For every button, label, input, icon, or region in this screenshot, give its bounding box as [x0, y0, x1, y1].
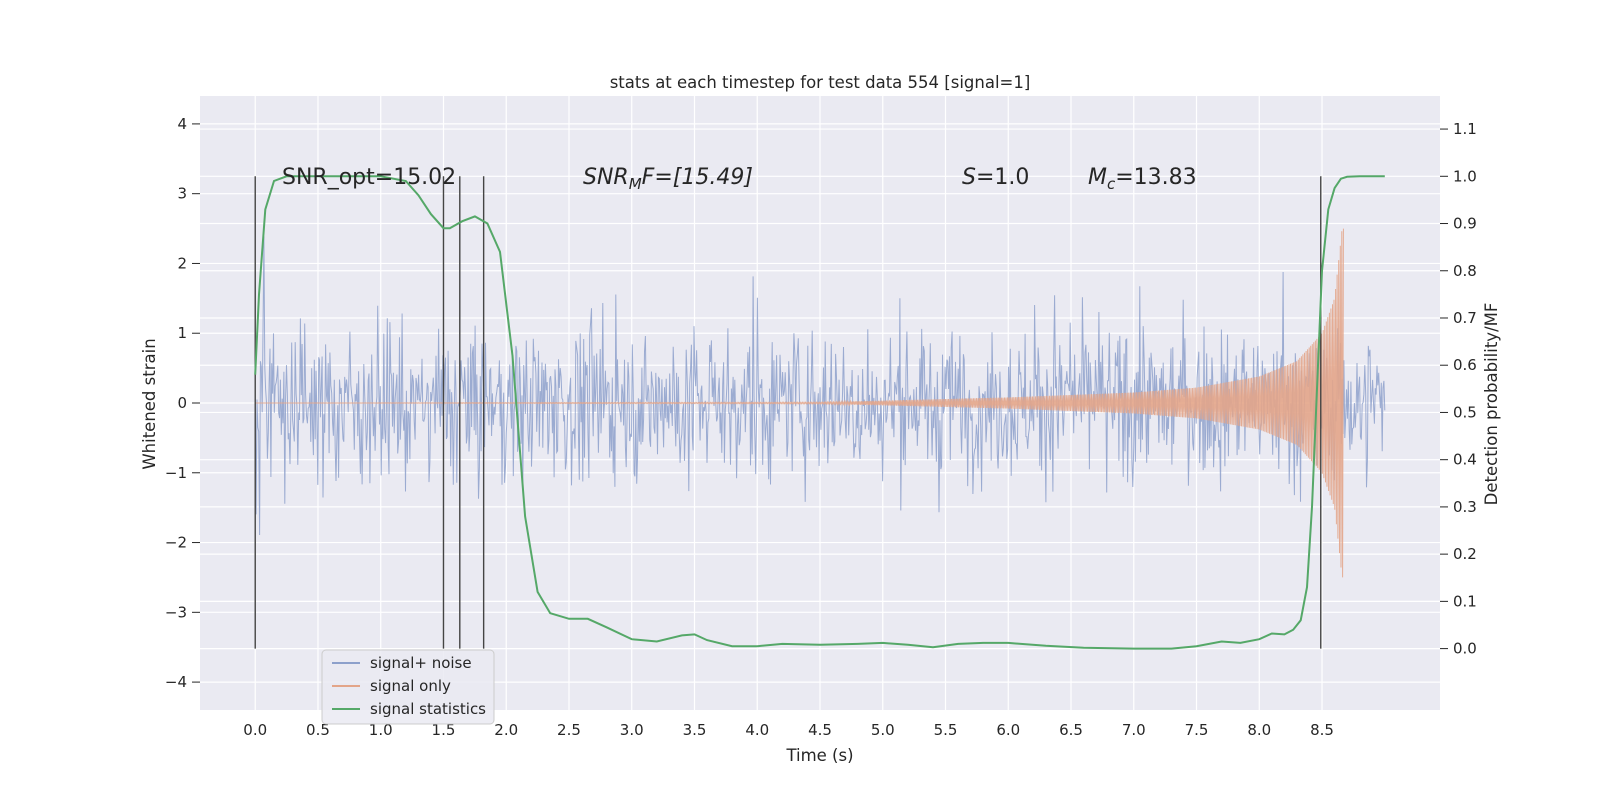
x-tick-label: 2.0	[494, 721, 518, 739]
y-right-tick-label: 0.3	[1453, 498, 1477, 516]
series-signal-only	[255, 228, 1344, 578]
legend-label-signal-only: signal only	[370, 677, 451, 695]
y-right-tick-label: 1.1	[1453, 120, 1477, 138]
y-left-tick-label: 3	[177, 185, 187, 203]
x-axis-label: Time (s)	[785, 746, 853, 765]
x-tick-label: 7.5	[1185, 721, 1209, 739]
chart-title: stats at each timestep for test data 554…	[610, 73, 1031, 92]
y-left-tick-label: 0	[177, 394, 187, 412]
snr-mf-symbol: SNR	[583, 165, 629, 190]
x-tick-label: 0.0	[243, 721, 267, 739]
y-left-tick-label: 2	[177, 254, 187, 272]
s-value: =1.0	[976, 165, 1029, 190]
mc-subscript: c	[1107, 175, 1116, 193]
annotation-snr-mf: SNRMF=[15.49]	[583, 165, 753, 193]
annotation-snr-opt: SNR_opt=15.02	[282, 165, 456, 190]
y-left-tick-label: −4	[165, 673, 187, 691]
x-tick-label: 6.5	[1059, 721, 1083, 739]
legend-label-signal-statistics: signal statistics	[370, 700, 486, 718]
x-tick-label: 0.5	[306, 721, 330, 739]
mc-symbol: M	[1088, 165, 1107, 190]
event-lines	[254, 176, 1322, 649]
y-right-tick-label: 1.0	[1453, 167, 1477, 185]
x-tick-label: 1.5	[432, 721, 456, 739]
x-tick-label: 7.0	[1122, 721, 1146, 739]
snr-mf-value: F=[15.49]	[642, 165, 753, 190]
snr-mf-subscript: M	[629, 175, 642, 193]
y-right-tick-label: 0.4	[1453, 451, 1477, 469]
y-axis-label-right: Detection probability/MF	[1482, 303, 1501, 506]
series-signal-statistics	[254, 175, 1385, 650]
y-right-tick-label: 0.9	[1453, 215, 1477, 233]
y-left-tick-label: 1	[177, 324, 187, 342]
x-tick-label: 4.0	[745, 721, 769, 739]
signal-only-line	[255, 228, 1344, 578]
y-right-tick-label: 0.7	[1453, 309, 1477, 327]
y-left-tick-label: −2	[165, 534, 187, 552]
y-right-tick-label: 0.6	[1453, 356, 1477, 374]
x-tick-label: 6.0	[996, 721, 1020, 739]
x-tick-label: 3.5	[683, 721, 707, 739]
annotation-s: S=1.0	[962, 165, 1029, 190]
x-tick-label: 4.5	[808, 721, 832, 739]
x-tick-label: 5.0	[871, 721, 895, 739]
x-tick-label: 8.5	[1310, 721, 1334, 739]
y-left-tick-label: 4	[177, 115, 187, 133]
x-tick-label: 5.5	[934, 721, 958, 739]
signal-statistics-line	[254, 175, 1385, 650]
y-right-tick-label: 0.1	[1453, 592, 1477, 610]
legend: signal+ noise signal only signal statist…	[321, 649, 495, 725]
x-tick-label: 8.0	[1247, 721, 1271, 739]
y-axis-label-left: Whitened strain	[140, 338, 159, 469]
y-right-tick-label: 0.2	[1453, 545, 1477, 563]
x-tick-label: 1.0	[369, 721, 393, 739]
s-symbol: S	[962, 165, 976, 190]
axis-ticks: 0.0 0.5 1.0 1.5 2.0 2.5 3.0 3.5 4.0 4.5 5.0 5.5 6.0 6…	[165, 115, 1477, 739]
y-left-tick-label: −1	[165, 464, 187, 482]
x-tick-label: 3.0	[620, 721, 644, 739]
x-tick-label: 2.5	[557, 721, 581, 739]
legend-box	[321, 649, 495, 725]
y-right-tick-label: 0.5	[1453, 403, 1477, 421]
mc-value: =13.83	[1115, 165, 1196, 190]
y-left-tick-label: −3	[165, 603, 187, 621]
y-right-tick-label: 0.0	[1453, 640, 1477, 658]
y-right-tick-label: 0.8	[1453, 262, 1477, 280]
legend-label-signal-noise: signal+ noise	[370, 654, 472, 672]
annotation-mc: Mc=13.83	[1088, 165, 1197, 193]
